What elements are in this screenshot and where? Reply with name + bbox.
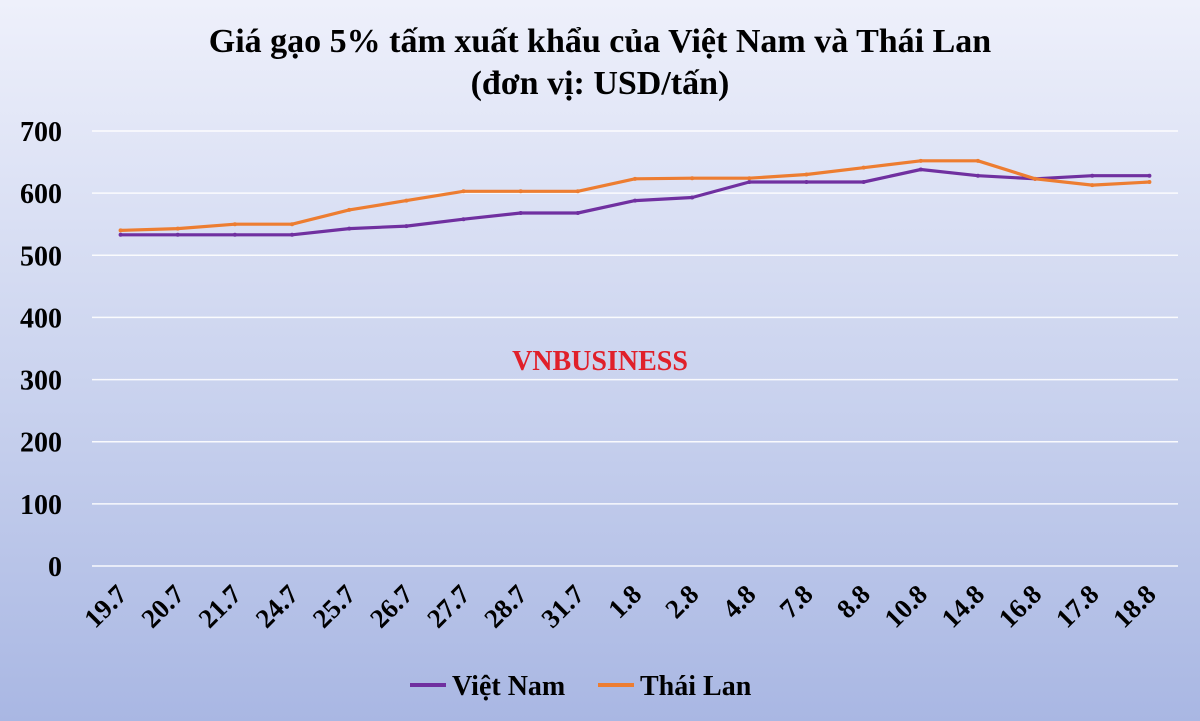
data-point	[461, 217, 466, 222]
x-tick-label: 20.7	[135, 579, 190, 634]
y-tick-label: 500	[20, 241, 62, 272]
y-tick-label: 300	[20, 366, 62, 397]
data-point	[347, 207, 352, 212]
data-point	[518, 189, 523, 194]
series-line-1	[118, 159, 1152, 232]
x-axis-ticks: 19.7 20.7 21.7 24.7 25.7 26.7 27.7 28.7 31.7 1.8 2…	[78, 579, 1161, 634]
data-point	[975, 173, 980, 178]
data-point	[175, 232, 180, 237]
series-lines	[118, 158, 1152, 237]
y-tick-label: 600	[20, 179, 62, 210]
data-point	[804, 172, 809, 177]
data-point	[118, 232, 123, 237]
x-tick-label: 19.7	[78, 579, 133, 634]
y-axis-ticks: 0 100 200 300 400 500 600 700	[20, 117, 62, 583]
x-tick-label: 4.8	[716, 579, 761, 624]
data-point	[575, 211, 580, 216]
chart-subtitle: (đơn vị: USD/tấn)	[471, 65, 730, 102]
y-tick-label: 200	[20, 428, 62, 459]
data-point	[918, 158, 923, 163]
data-point	[290, 222, 295, 227]
gridlines	[92, 130, 1178, 567]
data-point	[1090, 183, 1095, 188]
data-point	[861, 165, 866, 170]
x-tick-label: 28.7	[478, 579, 533, 634]
data-point	[747, 179, 752, 184]
chart-title: Giá gạo 5% tấm xuất khẩu của Việt Nam và…	[209, 23, 992, 60]
x-tick-label: 7.8	[774, 579, 819, 624]
y-tick-label: 700	[20, 117, 62, 148]
data-point	[861, 179, 866, 184]
x-tick-label: 27.7	[421, 579, 476, 634]
legend-label-1: Thái Lan	[640, 671, 752, 702]
y-tick-label: 100	[20, 490, 62, 521]
legend: Việt Nam Thái Lan	[410, 671, 752, 702]
legend-label-0: Việt Nam	[452, 671, 565, 702]
x-tick-label: 1.8	[602, 579, 647, 624]
data-point	[232, 222, 237, 227]
data-point	[1147, 173, 1152, 178]
data-point	[1090, 173, 1095, 178]
watermark-text: VNBUSINESS	[512, 346, 688, 377]
x-tick-label: 10.8	[878, 579, 933, 634]
x-tick-label: 24.7	[250, 579, 305, 634]
data-point	[232, 232, 237, 237]
data-point	[975, 158, 980, 163]
x-tick-label: 16.8	[993, 579, 1048, 634]
data-point	[290, 232, 295, 237]
data-point	[918, 167, 923, 172]
x-tick-label: 31.7	[535, 579, 590, 634]
data-point	[633, 198, 637, 203]
y-tick-label: 400	[20, 303, 62, 334]
data-point	[404, 198, 409, 203]
data-point	[575, 189, 580, 194]
data-point	[747, 176, 752, 181]
data-point	[1033, 176, 1038, 181]
x-tick-label: 25.7	[307, 579, 362, 634]
x-tick-label: 18.8	[1107, 579, 1162, 634]
x-tick-label: 17.8	[1050, 579, 1105, 634]
x-tick-label: 26.7	[364, 579, 419, 634]
data-point	[404, 224, 409, 229]
data-point	[690, 195, 695, 200]
x-tick-label: 14.8	[936, 579, 991, 634]
data-point	[1147, 179, 1152, 184]
data-point	[347, 226, 352, 231]
data-point	[518, 211, 523, 216]
data-point	[175, 226, 180, 231]
y-tick-label: 0	[48, 552, 62, 583]
data-point	[461, 189, 466, 194]
x-tick-label: 2.8	[659, 579, 704, 624]
x-tick-label: 8.8	[831, 579, 876, 624]
data-point	[633, 176, 637, 181]
data-point	[118, 228, 123, 233]
data-point	[804, 179, 809, 184]
data-point	[690, 176, 695, 181]
x-tick-label: 21.7	[193, 579, 248, 634]
